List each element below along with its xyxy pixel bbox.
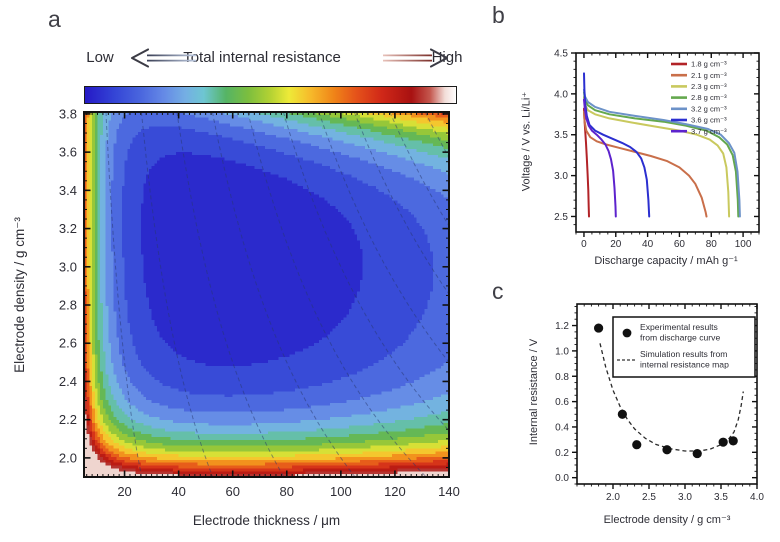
svg-text:Experimental results: Experimental results — [640, 322, 718, 332]
a-xaxis-title: Electrode thickness / μm — [192, 513, 341, 528]
svg-text:2.0: 2.0 — [606, 492, 620, 503]
svg-text:3.0: 3.0 — [678, 492, 692, 503]
svg-text:2.2: 2.2 — [59, 412, 77, 427]
svg-text:3.0: 3.0 — [59, 259, 77, 274]
svg-text:3.7 g cm⁻³: 3.7 g cm⁻³ — [691, 127, 727, 136]
svg-text:140: 140 — [438, 484, 460, 499]
a-yaxis-title: Electrode density / g cm⁻³ — [12, 217, 27, 373]
svg-text:2.1 g cm⁻³: 2.1 g cm⁻³ — [691, 71, 727, 80]
svg-text:3.5: 3.5 — [714, 492, 728, 503]
svg-text:1.0: 1.0 — [555, 346, 569, 357]
svg-text:3.0: 3.0 — [554, 171, 568, 182]
svg-text:0.6: 0.6 — [555, 397, 569, 408]
c-xaxis-title: Electrode density / g cm⁻³ — [603, 514, 731, 526]
svg-text:100: 100 — [330, 484, 352, 499]
svg-text:120: 120 — [384, 484, 406, 499]
colorbar-gradient — [84, 86, 457, 104]
colorbar-low-label: Low — [86, 49, 114, 66]
panel-c-resistance-chart: 2.0 2.5 3.0 3.5 4.0 0.0 0.2 0.4 0.6 0.8 1.0 1.2 Expe… — [555, 303, 764, 503]
svg-text:from discharge curve: from discharge curve — [640, 333, 720, 343]
svg-text:100: 100 — [735, 239, 752, 250]
svg-text:0.4: 0.4 — [555, 422, 569, 433]
svg-text:0.0: 0.0 — [555, 473, 569, 484]
b-xaxis-title: Discharge capacity / mAh g⁻¹ — [594, 255, 738, 267]
svg-text:3.2 g cm⁻³: 3.2 g cm⁻³ — [691, 104, 727, 113]
panel-b-letter: b — [492, 2, 505, 28]
c-yaxis-title: Internal resistance / V — [528, 338, 540, 446]
svg-text:60: 60 — [225, 484, 239, 499]
svg-text:60: 60 — [674, 239, 686, 250]
svg-text:20: 20 — [117, 484, 131, 499]
svg-text:80: 80 — [706, 239, 718, 250]
svg-text:3.6 g cm⁻³: 3.6 g cm⁻³ — [691, 116, 727, 125]
svg-text:2.3 g cm⁻³: 2.3 g cm⁻³ — [691, 82, 727, 91]
svg-text:3.5: 3.5 — [554, 130, 568, 141]
svg-text:2.5: 2.5 — [554, 212, 568, 223]
svg-text:4.0: 4.0 — [750, 492, 764, 503]
svg-text:Simulation results from: Simulation results from — [640, 349, 727, 359]
panel-b-discharge-chart: 0 20 40 60 80 100 2.5 3.0 3.5 4.0 4.5 1.8 g cm⁻³ 2.1… — [554, 49, 760, 250]
svg-text:2.4: 2.4 — [59, 374, 77, 389]
svg-text:3.6: 3.6 — [59, 145, 77, 160]
panel-a-letter: a — [48, 6, 61, 32]
b-yaxis-title: Voltage / V vs. Li/Li⁺ — [520, 91, 533, 192]
svg-text:20: 20 — [610, 239, 622, 250]
resistance-heatmap — [84, 112, 449, 477]
svg-text:80: 80 — [280, 484, 294, 499]
svg-text:internal resistance map: internal resistance map — [640, 360, 729, 370]
svg-text:2.6: 2.6 — [59, 336, 77, 351]
svg-text:2.0: 2.0 — [59, 450, 77, 465]
svg-text:40: 40 — [171, 484, 185, 499]
svg-text:2.5: 2.5 — [642, 492, 656, 503]
svg-text:0.2: 0.2 — [555, 448, 569, 459]
svg-text:0.8: 0.8 — [555, 372, 569, 383]
svg-text:40: 40 — [642, 239, 654, 250]
svg-text:2.8: 2.8 — [59, 298, 77, 313]
svg-text:1.8 g cm⁻³: 1.8 g cm⁻³ — [691, 60, 727, 69]
svg-text:3.4: 3.4 — [59, 183, 77, 198]
colorbar-title: Total internal resistance — [183, 49, 341, 66]
svg-text:3.2: 3.2 — [59, 221, 77, 236]
svg-text:4.0: 4.0 — [554, 89, 568, 100]
panel-c-letter: c — [492, 278, 504, 304]
svg-text:3.8: 3.8 — [59, 106, 77, 121]
colorbar-high-label: High — [431, 49, 463, 66]
svg-text:0: 0 — [581, 239, 587, 250]
svg-text:4.5: 4.5 — [554, 49, 568, 60]
svg-text:2.8 g cm⁻³: 2.8 g cm⁻³ — [691, 93, 727, 102]
svg-text:1.2: 1.2 — [555, 321, 569, 332]
